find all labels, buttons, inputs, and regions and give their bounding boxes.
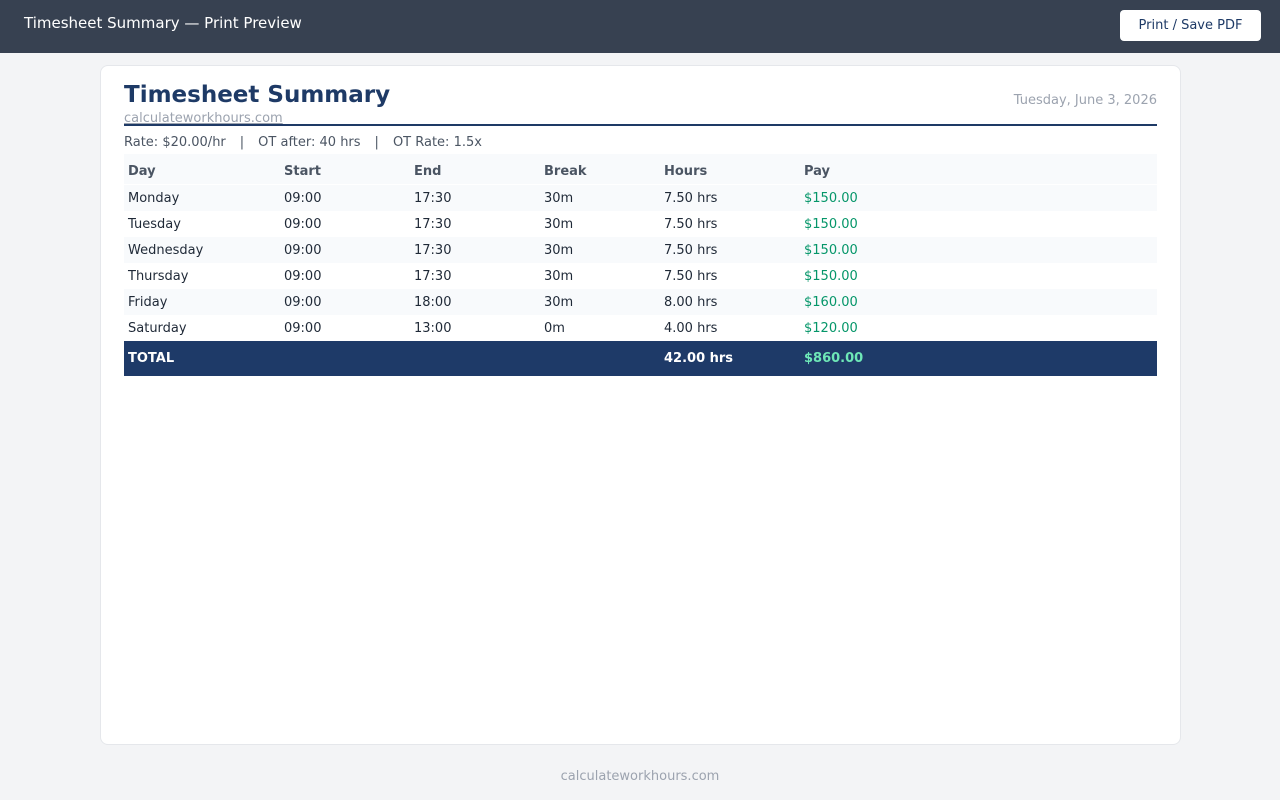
table-row: Thursday 09:00 17:30 30m 7.50 hrs $150.00	[124, 263, 1157, 289]
cell: 30m	[544, 268, 574, 284]
cell: 0m	[544, 320, 565, 336]
meta-item: OT after: 40 hrs	[258, 135, 361, 150]
doc-date: Tuesday, June 3, 2026	[1013, 93, 1157, 108]
total-row: TOTAL 42.00 hrs $860.00	[124, 341, 1157, 376]
cell: Friday	[128, 294, 168, 310]
pay-cell: $150.00	[804, 242, 858, 258]
cell: Thursday	[128, 268, 189, 284]
topbar: Timesheet Summary — Print Preview Print …	[0, 0, 1280, 53]
cell: 4.00 hrs	[664, 320, 718, 336]
cell: 09:00	[284, 268, 322, 284]
cell: 09:00	[284, 216, 322, 232]
header-row: Day Start End Break Hours Pay	[124, 154, 1157, 185]
rate-info: Rate: $20.00/hr | OT after: 40 hrs | OT Rate…	[124, 135, 482, 150]
doc-title: Timesheet Summary	[124, 82, 391, 108]
cell: Tuesday	[128, 216, 181, 232]
footer: calculateworkhours.com	[560, 769, 720, 784]
column-header: End	[410, 154, 540, 185]
topbar-title: Timesheet Summary — Print Preview	[24, 14, 302, 32]
total-hours: 42.00 hrs	[660, 341, 800, 376]
print-button[interactable]: Print / Save PDF	[1120, 10, 1261, 41]
cell: 17:30	[414, 268, 452, 284]
cell: 7.50 hrs	[664, 268, 718, 284]
cell: 17:30	[414, 216, 452, 232]
cell: 17:30	[414, 190, 452, 206]
pay-cell: $120.00	[804, 320, 858, 336]
table-row: Saturday 09:00 13:00 0m 4.00 hrs $120.00	[124, 315, 1157, 341]
meta-item: Rate: $20.00/hr	[124, 135, 226, 150]
column-header: Pay	[800, 154, 1157, 185]
table-row: Monday 09:00 17:30 30m 7.50 hrs $150.00	[124, 184, 1157, 211]
empty-cell	[540, 341, 660, 376]
cell: 09:00	[284, 294, 322, 310]
pay-cell: $160.00	[804, 294, 858, 310]
cell: 7.50 hrs	[664, 242, 718, 258]
total-pay: $860.00	[800, 341, 1157, 376]
title-rule	[124, 124, 1157, 126]
empty-cell	[410, 341, 540, 376]
pay-cell: $150.00	[804, 190, 858, 206]
meta-item: OT Rate: 1.5x	[392, 135, 482, 150]
cell: 09:00	[284, 242, 322, 258]
meta-item: |	[239, 135, 245, 150]
column-header: Day	[124, 154, 280, 185]
cell: 18:00	[414, 294, 452, 310]
meta-item: |	[374, 135, 379, 150]
cell: 30m	[544, 216, 574, 232]
pay-cell: $150.00	[804, 216, 858, 232]
column-header: Start	[280, 154, 410, 185]
cell: 09:00	[284, 320, 322, 336]
document: Timesheet Summary calculateworkhours.com…	[100, 65, 1181, 745]
cell: Monday	[128, 190, 180, 206]
timesheet-table: Day Start End Break Hours Pay Monday 09:00 17:3…	[124, 154, 1157, 376]
cell: 09:00	[284, 190, 322, 206]
cell: 13:00	[414, 320, 452, 336]
cell: 8.00 hrs	[664, 294, 718, 310]
table-row: Friday 09:00 18:00 30m 8.00 hrs $160.00	[124, 289, 1157, 315]
cell: Saturday	[128, 320, 187, 336]
cell: 30m	[544, 190, 574, 206]
cell: 30m	[544, 294, 574, 310]
empty-cell	[280, 341, 410, 376]
cell: 7.50 hrs	[664, 216, 718, 232]
doc-site[interactable]: calculateworkhours.com	[124, 111, 283, 126]
table-row: Tuesday 09:00 17:30 30m 7.50 hrs $150.00	[124, 211, 1157, 237]
cell: 30m	[544, 242, 574, 258]
pay-cell: $150.00	[804, 268, 858, 284]
table-row: Wednesday 09:00 17:30 30m 7.50 hrs $150.00	[124, 237, 1157, 263]
cell: Wednesday	[128, 242, 204, 258]
column-header: Break	[540, 154, 660, 185]
cell: 7.50 hrs	[664, 190, 718, 206]
column-header: Hours	[660, 154, 800, 185]
total-label: TOTAL	[124, 341, 280, 376]
cell: 17:30	[414, 242, 452, 258]
